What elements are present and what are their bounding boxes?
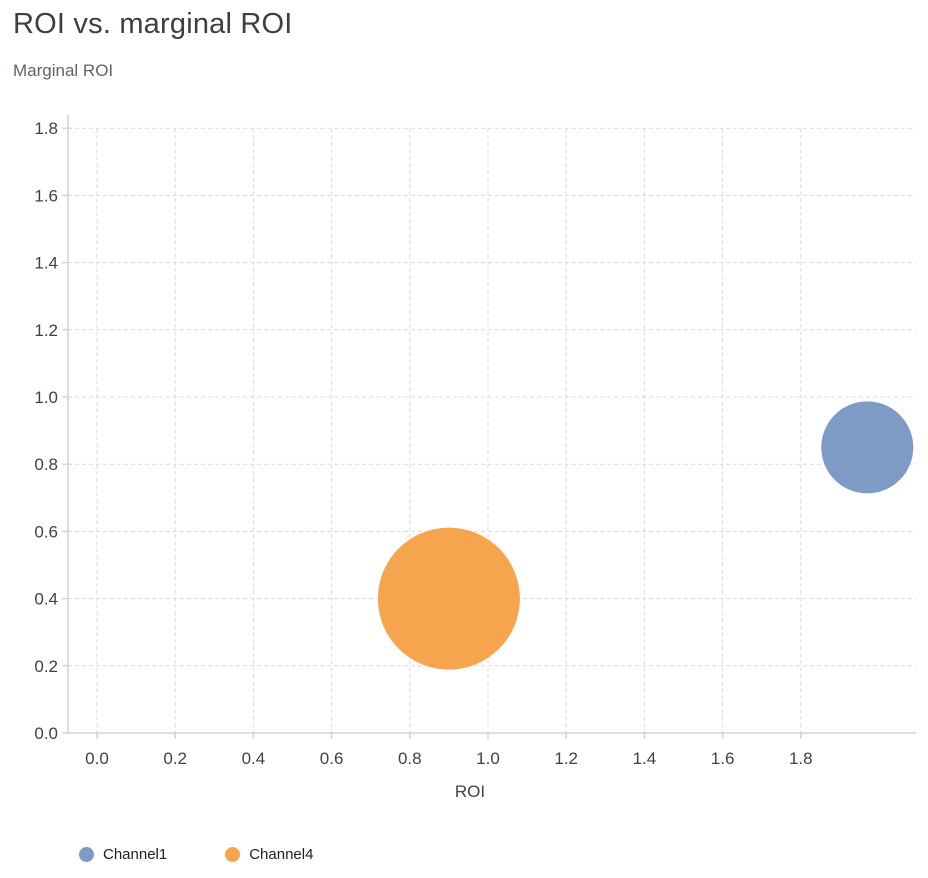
legend-swatch (79, 847, 94, 862)
y-tick-label: 1.2 (34, 321, 58, 340)
legend-swatch (225, 847, 241, 862)
x-tick-label: 1.6 (711, 749, 735, 768)
x-tick-label: 0.6 (320, 749, 344, 768)
x-tick-label: 0.8 (398, 749, 422, 768)
bubble-channel1[interactable] (821, 401, 914, 494)
bubbles (377, 401, 914, 670)
bubble-channel4[interactable] (377, 527, 520, 670)
chart-title: ROI vs. marginal ROI (13, 8, 293, 40)
x-tick-label: 0.0 (85, 749, 109, 768)
x-tick-label: 0.2 (163, 749, 187, 768)
y-tick-label: 0.8 (34, 455, 58, 474)
y-tick-label: 0.6 (34, 522, 58, 541)
legend-label: Channel4 (249, 846, 314, 863)
y-tick-label: 1.0 (34, 388, 58, 407)
y-axis-title: Marginal ROI (13, 61, 114, 80)
y-tick-label: 1.6 (34, 186, 58, 205)
y-tick-label: 1.4 (34, 254, 58, 273)
tick-labels: 0.0 0.2 0.4 0.6 0.8 1.0 1.2 1.4 1.6 1.8 0.0 0.2 0.4 0… (34, 119, 812, 768)
x-axis-label: ROI (455, 782, 485, 801)
x-tick-label: 1.4 (633, 749, 657, 768)
gridlines (68, 127, 916, 733)
legend: Channel1 Channel4 (79, 846, 313, 863)
bubble-chart: 0.0 0.2 0.4 0.6 0.8 1.0 1.2 1.4 1.6 1.8 0.0 0.2 0.4 0… (34, 115, 916, 801)
x-tick-label: 0.4 (242, 749, 266, 768)
x-tick-label: 1.8 (789, 749, 813, 768)
y-tick-label: 1.8 (34, 119, 58, 138)
axes (62, 115, 916, 739)
x-tick-label: 1.0 (476, 749, 500, 768)
y-tick-label: 0.4 (34, 590, 58, 609)
y-tick-label: 0.2 (34, 657, 58, 676)
x-tick-label: 1.2 (554, 749, 578, 768)
y-tick-label: 0.0 (34, 724, 58, 743)
legend-item-channel1[interactable]: Channel1 (79, 846, 167, 863)
legend-item-channel4[interactable]: Channel4 (225, 846, 313, 863)
legend-label: Channel1 (103, 846, 168, 863)
